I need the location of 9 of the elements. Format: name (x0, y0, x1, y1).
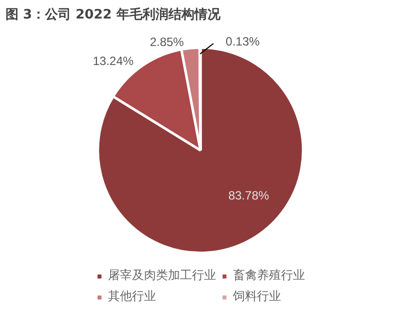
legend-label: 饲料行业 (233, 288, 281, 305)
legend-label: 畜禽养殖行业 (233, 267, 305, 284)
legend-label: 屠宰及肉类加工行业 (108, 267, 216, 284)
data-label: 83.78% (228, 188, 270, 203)
data-label: 13.24% (92, 54, 134, 68)
legend-label: 其他行业 (108, 288, 156, 305)
chart-title: 图 3：公司 2022 年毛利润结构情况 (6, 6, 222, 22)
data-label: 0.13% (226, 34, 260, 49)
data-label: 2.85% (150, 35, 184, 50)
